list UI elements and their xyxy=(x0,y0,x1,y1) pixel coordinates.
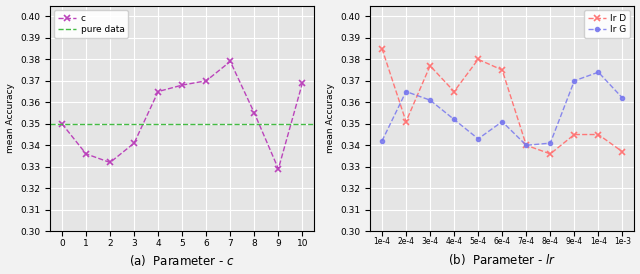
c xyxy=(154,90,162,93)
X-axis label: (a)  Parameter - $c$: (a) Parameter - $c$ xyxy=(129,253,235,269)
c xyxy=(227,60,234,63)
c xyxy=(275,167,282,170)
lr D xyxy=(619,150,627,153)
Legend: lr D, lr G: lr D, lr G xyxy=(584,10,630,38)
lr D xyxy=(426,64,434,67)
c xyxy=(179,84,186,87)
lr G xyxy=(474,137,482,141)
c xyxy=(106,161,114,164)
Line: lr D: lr D xyxy=(380,46,625,157)
lr G xyxy=(547,141,554,145)
X-axis label: (b)  Parameter - $lr$: (b) Parameter - $lr$ xyxy=(448,252,556,267)
c xyxy=(202,79,210,82)
lr G xyxy=(570,79,578,82)
pure data xyxy=(58,122,66,125)
lr G xyxy=(402,90,410,93)
c xyxy=(299,81,307,85)
lr D xyxy=(570,133,578,136)
lr D xyxy=(522,144,530,147)
lr G xyxy=(378,139,386,142)
Y-axis label: mean Accuracy: mean Accuracy xyxy=(326,84,335,153)
c xyxy=(82,152,90,156)
pure data xyxy=(82,122,90,125)
lr D xyxy=(378,47,386,50)
lr D xyxy=(499,68,506,72)
c xyxy=(250,112,258,115)
lr G xyxy=(451,118,458,121)
Line: c: c xyxy=(60,59,305,172)
lr D xyxy=(474,58,482,61)
lr G xyxy=(499,120,506,123)
lr D xyxy=(451,90,458,93)
c xyxy=(58,122,66,125)
lr D xyxy=(402,120,410,123)
lr G xyxy=(522,144,530,147)
Y-axis label: mean Accuracy: mean Accuracy xyxy=(6,84,15,153)
lr D xyxy=(547,152,554,156)
lr G xyxy=(426,98,434,102)
Legend: c, pure data: c, pure data xyxy=(54,10,128,38)
lr G xyxy=(595,70,602,74)
lr G xyxy=(619,96,627,100)
lr D xyxy=(595,133,602,136)
c xyxy=(131,141,138,145)
Line: lr G: lr G xyxy=(380,70,625,147)
